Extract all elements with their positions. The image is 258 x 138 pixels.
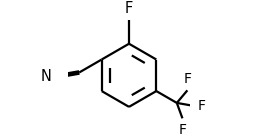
Text: F: F	[197, 99, 205, 113]
Text: F: F	[125, 1, 133, 16]
Text: F: F	[179, 123, 187, 137]
Text: F: F	[183, 72, 191, 86]
Text: N: N	[41, 69, 51, 84]
